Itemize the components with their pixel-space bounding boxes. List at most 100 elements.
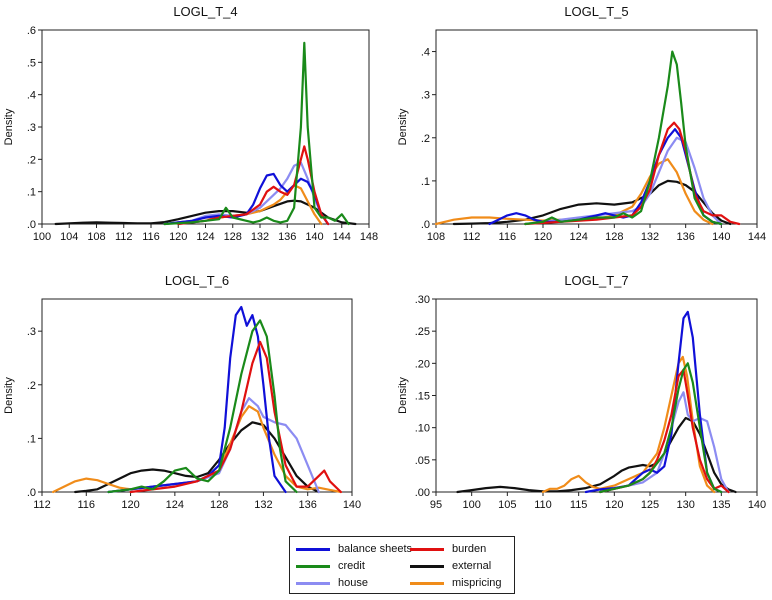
y-tick-label: .3 [27, 326, 36, 338]
x-tick-label: 144 [333, 231, 351, 243]
plot-frame [41, 298, 353, 493]
x-tick-label: 128 [224, 231, 242, 243]
legend-item: house [296, 574, 368, 592]
x-tick-label: 140 [305, 231, 323, 243]
y-tick-label: .0 [27, 219, 36, 231]
x-tick-label: 148 [360, 231, 378, 243]
legend-swatch [410, 581, 444, 585]
x-tick-label: 108 [87, 231, 105, 243]
y-tick-label: .2 [27, 380, 36, 392]
legend-label: balance sheets [338, 543, 412, 555]
y-tick-label: .2 [421, 133, 430, 145]
series-line-mispricing [541, 355, 716, 494]
series-line-external [74, 421, 320, 494]
x-tick-label: 144 [748, 231, 766, 243]
x-tick-label: 132 [251, 231, 269, 243]
y-axis-label: Density [397, 377, 409, 414]
y-tick-label: .0 [27, 487, 36, 499]
series-line-burden [129, 340, 342, 494]
y-tick-label: .3 [27, 122, 36, 134]
series-line-credit [524, 50, 723, 226]
x-tick-label: 128 [210, 499, 228, 511]
x-tick-label: 120 [169, 231, 187, 243]
x-tick-label: 112 [115, 231, 133, 243]
x-tick-label: 130 [676, 499, 694, 511]
y-tick-label: .1 [27, 433, 36, 445]
x-tick-label: 136 [676, 231, 694, 243]
y-tick-label: .0 [421, 219, 430, 231]
legend-label: house [338, 577, 368, 589]
y-tick-label: .25 [415, 326, 430, 338]
y-tick-label: .3 [421, 90, 430, 102]
x-tick-label: 110 [534, 499, 552, 511]
x-tick-label: 132 [641, 231, 659, 243]
series-line-credit [107, 319, 298, 494]
legend-swatch [296, 581, 330, 585]
plot-frame [435, 29, 758, 225]
x-tick-label: 140 [343, 499, 361, 511]
y-tick-label: .1 [421, 176, 430, 188]
series-line-external [452, 179, 732, 226]
x-tick-label: 116 [499, 231, 517, 243]
series-line-burden [524, 121, 741, 226]
series-line-balance-sheets [107, 305, 287, 494]
chart-panel: LOGL_T_4 Density 100 104 108 112 116 120 124 128 1… [3, 4, 378, 243]
x-tick-label: 120 [605, 499, 623, 511]
series-line-mispricing [434, 158, 714, 226]
chart-title: LOGL_T_7 [564, 273, 628, 288]
x-tick-label: 125 [641, 499, 659, 511]
legend-label: mispricing [452, 577, 502, 589]
y-tick-label: .20 [415, 358, 430, 370]
chart-title: LOGL_T_5 [564, 4, 628, 19]
legend-swatch [410, 547, 444, 551]
y-axis-label: Density [3, 108, 15, 145]
y-tick-label: .15 [415, 391, 430, 403]
series-line-house [524, 136, 723, 226]
x-tick-label: 115 [570, 499, 588, 511]
legend-item: balance sheets [296, 540, 412, 558]
legend-item: mispricing [410, 574, 502, 592]
plot-frame [41, 29, 370, 225]
x-tick-label: 112 [33, 499, 51, 511]
x-tick-label: 116 [142, 231, 160, 243]
legend: balance sheets burden credit external ho… [289, 536, 515, 594]
plot-frame [435, 298, 758, 493]
x-tick-label: 132 [254, 499, 272, 511]
density-charts: LOGL_T_4 Density 100 104 108 112 116 120 124 128 1… [3, 4, 766, 511]
series-line-external [54, 199, 357, 226]
chart-panel: LOGL_T_6 Density 112 116 120 124 128 132 136 140.… [3, 273, 361, 511]
x-tick-label: 104 [60, 231, 78, 243]
x-tick-label: 116 [78, 499, 96, 511]
x-tick-label: 95 [430, 499, 442, 511]
x-tick-label: 136 [278, 231, 296, 243]
legend-item: external [410, 557, 491, 575]
chart-panel: LOGL_T_7 Density 95 100 105 110 115 120 125 130 13… [397, 273, 766, 511]
y-tick-label: .00 [415, 487, 430, 499]
y-tick-label: .10 [415, 423, 430, 435]
x-tick-label: 120 [534, 231, 552, 243]
y-axis-label: Density [397, 108, 409, 145]
y-tick-label: .4 [27, 90, 36, 102]
x-tick-label: 124 [166, 499, 184, 511]
legend-swatch [296, 564, 330, 568]
legend-label: external [452, 560, 492, 572]
chart-title: LOGL_T_6 [165, 273, 229, 288]
legend-swatch [410, 564, 444, 568]
x-tick-label: 135 [712, 499, 730, 511]
y-tick-label: .2 [27, 154, 36, 166]
x-tick-label: 100 [462, 499, 480, 511]
series-line-mispricing [163, 184, 323, 226]
y-tick-label: .4 [421, 47, 430, 59]
x-tick-label: 100 [33, 231, 51, 243]
x-tick-label: 136 [299, 499, 317, 511]
legend-item: burden [410, 540, 486, 558]
chart-title: LOGL_T_4 [173, 4, 237, 19]
legend-item: credit [296, 557, 365, 575]
series-line-credit [163, 41, 350, 226]
series-line-burden [177, 145, 330, 226]
series-line-house [598, 391, 730, 494]
x-tick-label: 120 [121, 499, 139, 511]
series-line-credit [598, 362, 723, 494]
x-tick-label: 108 [427, 231, 445, 243]
